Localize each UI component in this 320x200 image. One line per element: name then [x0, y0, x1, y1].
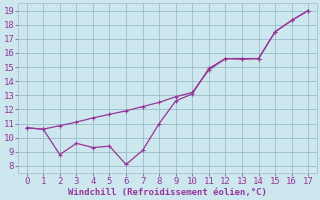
X-axis label: Windchill (Refroidissement éolien,°C): Windchill (Refroidissement éolien,°C) — [68, 188, 267, 197]
